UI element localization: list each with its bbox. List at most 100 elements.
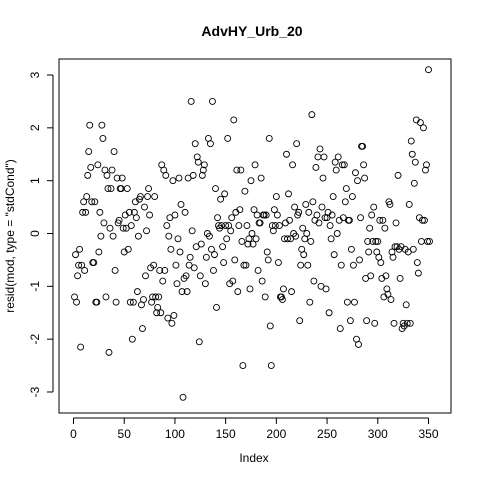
data-point [341,198,349,206]
data-point [199,166,207,174]
data-point [105,348,113,356]
x-tick-label: 300 [368,427,388,441]
data-point [379,216,387,224]
data-point [257,174,265,182]
data-point [234,288,242,296]
data-point [377,259,385,267]
data-point [351,298,358,306]
y-tick-label: 2 [28,124,42,131]
chart-title: AdvHY_Urb_20 [201,23,302,39]
data-point [280,285,287,293]
data-point [244,240,252,248]
data-point [119,224,127,232]
data-point [202,253,210,261]
data-point [95,248,103,256]
data-point [334,153,342,161]
data-point [265,134,273,142]
data-point [140,296,147,303]
data-point [75,261,83,269]
data-point [139,325,146,333]
data-point [177,200,185,208]
y-tick-label: 3 [28,71,42,78]
data-point [318,203,326,211]
data-point [349,261,357,269]
data-point [102,293,110,301]
data-point [209,97,216,105]
data-point [251,161,259,169]
data-point [197,240,205,248]
data-point [363,317,371,325]
x-axis-label: Index [239,451,268,465]
data-point [410,179,418,187]
data-point [346,317,354,325]
data-point [247,177,255,185]
data-point [372,237,380,245]
data-point [392,219,400,227]
data-point [409,245,417,253]
data-point [88,198,96,206]
data-point [295,208,303,216]
data-point [188,227,196,235]
data-point [332,166,340,174]
data-point [302,200,310,208]
data-point [260,211,268,219]
data-point [190,264,198,272]
data-point [127,222,135,230]
data-point [104,185,112,193]
data-point [371,319,379,327]
data-point [213,304,220,311]
data-point [210,267,217,274]
data-point [198,171,206,179]
data-point [171,211,179,219]
data-point [263,248,271,256]
x-tick-label: 250 [317,427,337,441]
data-point [387,296,395,303]
x-tick-label: 350 [418,427,438,441]
data-point [418,216,426,224]
data-point [296,317,304,325]
data-point [206,140,214,148]
data-point [98,121,106,129]
data-point [322,285,330,293]
data-point [370,203,378,211]
data-point [419,124,427,132]
data-point [388,248,396,256]
data-point [271,222,279,230]
data-points [71,66,433,401]
data-point [243,222,251,230]
data-point [425,66,432,74]
x-tick-label: 100 [165,427,185,441]
data-point [407,137,415,145]
data-point [356,256,363,264]
data-point [220,259,228,267]
y-tick-label: -2 [28,334,42,345]
data-point [236,206,244,214]
data-point [396,274,404,282]
data-point [125,208,133,216]
data-point [313,211,321,219]
data-point [155,293,163,301]
x-tick-label: 150 [216,427,236,441]
data-point [231,256,239,264]
data-point [336,325,344,333]
data-point [348,193,356,200]
data-point [309,198,317,206]
data-point [183,288,191,296]
data-point [115,216,123,224]
data-point [195,338,203,346]
data-point [151,193,159,200]
data-point [107,185,115,193]
data-point [382,272,390,280]
data-point [304,261,312,269]
data-point [182,272,190,280]
data-point [143,227,150,235]
data-point [168,319,176,327]
data-point [248,230,256,237]
data-point [315,219,323,227]
data-point [347,245,355,253]
x-tick-label: 200 [266,427,286,441]
data-point [170,311,178,319]
data-point [424,237,431,245]
data-point [128,335,136,343]
